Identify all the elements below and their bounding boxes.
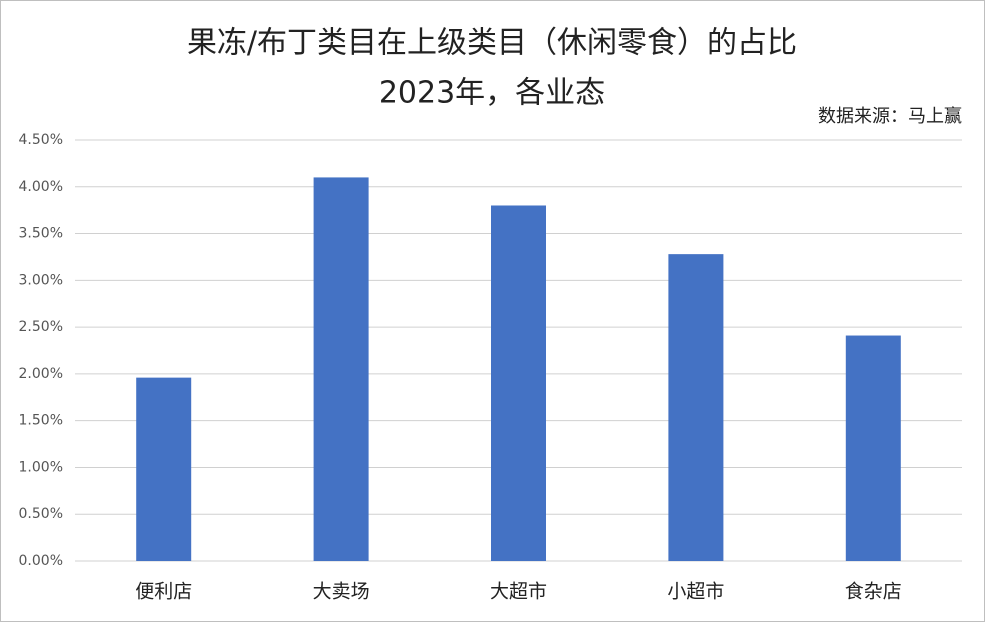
- bar: [668, 254, 724, 562]
- y-tick-label: 4.50%: [19, 132, 63, 148]
- y-tick-label: 1.00%: [19, 459, 63, 475]
- y-tick-label: 1.50%: [19, 413, 63, 429]
- chart-subtitle: 2023年，各业态: [379, 76, 605, 111]
- y-tick-label: 3.00%: [19, 272, 63, 288]
- x-tick-label: 小超市: [667, 581, 724, 603]
- y-tick-label: 2.50%: [19, 319, 63, 335]
- x-tick-label: 食杂店: [845, 581, 902, 603]
- y-tick-label: 4.00%: [19, 179, 63, 195]
- y-tick-label: 2.00%: [19, 366, 63, 382]
- bar: [491, 205, 546, 561]
- bar: [313, 177, 369, 561]
- source-note: 数据来源：马上赢: [818, 105, 962, 127]
- x-tick-label: 大超市: [490, 581, 547, 603]
- x-tick-label: 便利店: [135, 581, 192, 603]
- bar: [136, 377, 192, 561]
- y-tick-label: 3.50%: [19, 226, 63, 242]
- bar: [845, 335, 901, 561]
- y-tick-label: 0.00%: [19, 553, 63, 569]
- y-tick-label: 0.50%: [19, 506, 63, 522]
- chart-title: 果冻/布丁类目在上级类目（休闲零食）的占比: [187, 26, 797, 61]
- x-tick-label: 大卖场: [313, 581, 370, 603]
